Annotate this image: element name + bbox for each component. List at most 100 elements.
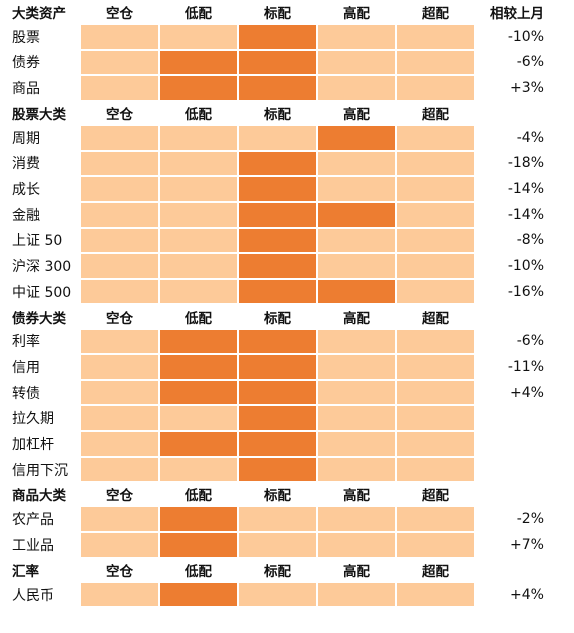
cell [317, 431, 396, 457]
cell [396, 150, 475, 177]
column-header: 空仓 [106, 310, 133, 327]
change-value [475, 457, 574, 483]
cell [159, 253, 238, 279]
data-row: 农产品 -2% [0, 506, 574, 533]
column-header: 低配 [185, 488, 212, 505]
change-value [475, 405, 574, 431]
highlight-cell [159, 581, 238, 608]
cell [80, 227, 159, 254]
change-value: -6% [516, 54, 544, 71]
column-header: 空仓 [106, 563, 133, 580]
change-header [475, 558, 574, 582]
column-header: 高配 [343, 488, 370, 505]
highlight-cell [238, 24, 317, 50]
data-row: 股票 -10% [0, 24, 574, 50]
data-row: 人民币 +4% [0, 581, 574, 608]
change-value: -16% [507, 283, 544, 300]
column-header: 高配 [343, 6, 370, 22]
cell [317, 24, 396, 50]
highlight-cell [238, 49, 317, 76]
data-row: 商品 +3% [0, 75, 574, 101]
highlight-cell [159, 506, 238, 533]
cell [238, 581, 317, 608]
change-header: 相较上月 [490, 6, 544, 22]
change-header [475, 101, 574, 125]
row-label: 转债 [12, 385, 40, 402]
cell [80, 328, 159, 355]
column-header: 高配 [343, 563, 370, 580]
cell [317, 49, 396, 76]
highlight-cell [317, 201, 396, 228]
section-title: 大类资产 [12, 6, 66, 22]
change-value [475, 431, 574, 457]
highlight-cell [238, 176, 317, 202]
change-value: -4% [516, 129, 544, 146]
column-header: 超配 [422, 6, 449, 22]
cell [80, 75, 159, 101]
column-header: 低配 [185, 106, 212, 123]
cell [159, 201, 238, 228]
column-header: 空仓 [106, 6, 133, 22]
column-header: 空仓 [106, 106, 133, 123]
section-title: 商品大类 [12, 488, 66, 505]
column-header: 高配 [343, 310, 370, 327]
cell [396, 24, 475, 50]
cell [80, 431, 159, 457]
change-value: +7% [510, 536, 544, 553]
cell [396, 124, 475, 151]
row-label: 金融 [12, 207, 40, 224]
highlight-cell [238, 405, 317, 432]
change-header [475, 482, 574, 506]
cell [80, 506, 159, 533]
cell [80, 405, 159, 432]
data-row: 消费 -18% [0, 150, 574, 177]
cell [396, 227, 475, 254]
column-header: 低配 [185, 6, 212, 22]
cell [317, 581, 396, 608]
row-label: 消费 [12, 156, 40, 173]
cell [317, 405, 396, 432]
highlight-cell [317, 278, 396, 305]
cell [396, 456, 475, 483]
change-value: -14% [507, 181, 544, 198]
cell [396, 49, 475, 76]
cell [396, 201, 475, 228]
cell [80, 278, 159, 305]
change-value: -8% [516, 232, 544, 249]
cell [317, 456, 396, 483]
highlight-cell [238, 253, 317, 279]
row-label: 沪深 300 [12, 259, 72, 275]
column-header: 标配 [264, 6, 291, 22]
change-value: +3% [510, 80, 544, 97]
highlight-cell [238, 201, 317, 228]
cell [396, 379, 475, 406]
change-value: -10% [507, 258, 544, 274]
cell [80, 176, 159, 202]
cell [159, 176, 238, 202]
column-header: 超配 [422, 106, 449, 123]
row-label: 信用 [12, 359, 40, 376]
change-value: -10% [507, 28, 544, 45]
highlight-cell [238, 328, 317, 355]
highlight-cell [238, 227, 317, 254]
cell [317, 379, 396, 406]
row-label: 成长 [12, 182, 40, 199]
column-header: 超配 [422, 488, 449, 505]
highlight-cell [238, 431, 317, 457]
change-value: -14% [507, 206, 544, 223]
cell [238, 506, 317, 533]
highlight-cell [159, 431, 238, 457]
cell [396, 328, 475, 355]
row-label: 股票 [12, 29, 40, 46]
cell [317, 227, 396, 254]
data-row: 信用下沉 [0, 456, 574, 483]
cell [396, 176, 475, 202]
data-row: 转债 +4% [0, 379, 574, 406]
cell [159, 24, 238, 50]
data-row: 债券 -6% [0, 49, 574, 76]
data-row: 拉久期 [0, 405, 574, 432]
data-row: 沪深 300 -10% [0, 253, 574, 279]
cell [396, 581, 475, 608]
change-header [475, 305, 574, 329]
data-row: 上证 50 -8% [0, 227, 574, 254]
